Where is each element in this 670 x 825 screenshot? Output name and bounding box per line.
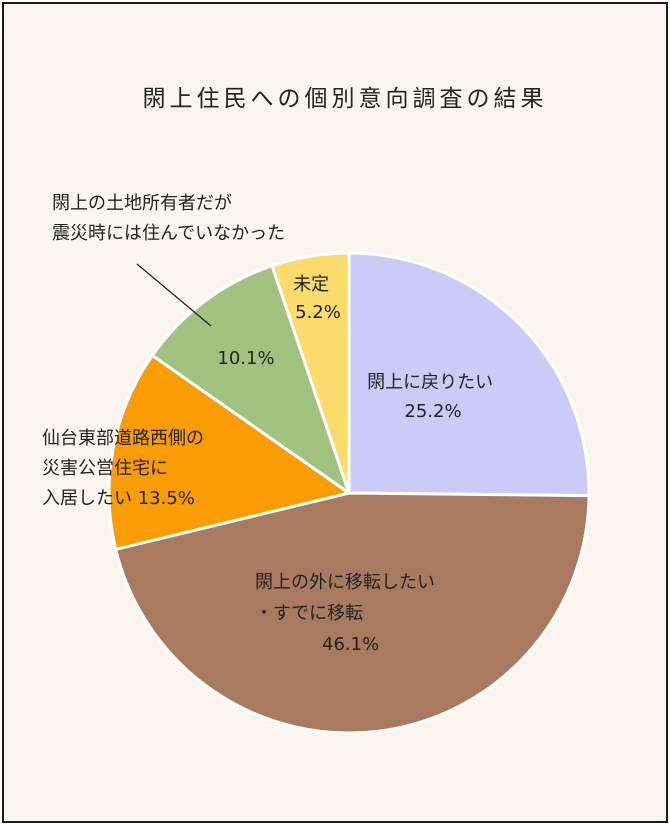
- slice-label-line: 未定: [293, 274, 329, 295]
- callout-leader-line: [136, 263, 212, 327]
- slice-label-line: 閖上の外に移転したい: [255, 572, 435, 593]
- slice-label-line: 10.1%: [217, 348, 274, 369]
- pie-slice-1: [114, 491, 591, 735]
- slice-label-line: 災害公営住宅に: [42, 458, 168, 479]
- slice-label-line: ・すでに移転: [255, 603, 363, 624]
- pie-slice-2: [107, 353, 351, 551]
- slice-label-line: 仙台東部道路西側の: [42, 428, 204, 449]
- slice-label-relocate: 閖上の外に移転したい ・すでに移転 46.1%: [255, 572, 441, 655]
- slice-label-return: 閖上に戻りたい 25.2%: [367, 372, 499, 422]
- slice-label-public-housing: 仙台東部道路西側の 災害公営住宅に 入居したい 13.5%: [42, 428, 210, 509]
- callout-label: 閖上の土地所有者だが 震災時には住んでいなかった: [52, 193, 285, 244]
- pie-slices: [107, 251, 591, 735]
- slice-label-line: 25.2%: [404, 401, 461, 422]
- pie-slice-0: [347, 251, 591, 498]
- slice-label-line: 閖上に戻りたい: [367, 372, 493, 393]
- callout-label-line: 震災時には住んでいなかった: [52, 223, 285, 244]
- chart-title: 閖上住民への個別意向調査の結果: [143, 86, 548, 112]
- slice-label-line: 5.2%: [295, 302, 341, 323]
- slice-label-line: 入居したい 13.5%: [42, 488, 195, 509]
- slice-label-line: 46.1%: [322, 634, 379, 655]
- callout-label-line: 閖上の土地所有者だが: [52, 193, 232, 214]
- slice-label-landowner: 10.1%: [217, 348, 274, 369]
- slice-label-undecided: 未定 5.2%: [293, 274, 341, 323]
- pie-slice-3: [150, 264, 351, 495]
- pie-slice-4: [270, 251, 351, 495]
